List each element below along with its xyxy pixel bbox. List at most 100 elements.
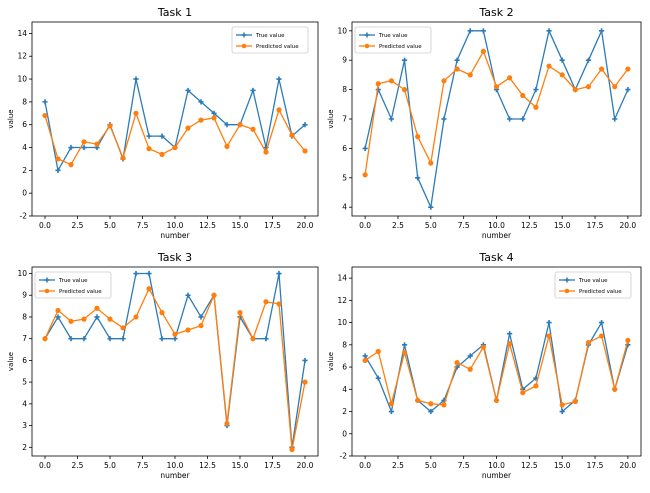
true-value-point [146,270,152,277]
predicted-value-point [585,340,592,346]
legend-swatch-marker [44,277,50,283]
predicted-value-point [507,75,513,81]
predicted-value-point [68,162,74,168]
true-value-point [81,336,87,342]
true-value-point [428,408,434,415]
predicted-value-point [185,327,191,333]
predicted-value-point [625,66,631,72]
chart-svg: Task 3 0.0 2.5 5.0 7.5 10.0 12.5 15.0 17.5 20.0 2 3… [7,251,319,480]
x-tick-label: 0.0 [39,461,51,470]
x-tick-label: 10.0 [167,221,184,230]
predicted-value-point [507,341,513,347]
predicted-value-point [441,78,447,84]
x-tick-label: 0.0 [39,221,51,230]
true-value-point [388,408,395,415]
x-axis-label: number [482,471,512,480]
predicted-value-point [415,134,421,140]
true-value-point [198,314,204,320]
y-tick-label: 8 [22,97,27,106]
true-value-point [159,336,165,342]
true-value-point [559,57,565,63]
predicted-value-point [572,398,578,405]
x-tick-label: 5.0 [425,221,437,230]
y-tick-label: 14 [337,274,347,283]
x-axis-label: number [160,231,190,240]
legend-label: Predicted value [256,44,299,50]
predicted-value-point [237,310,243,316]
true-value-point [302,357,308,364]
true-value-point [250,87,256,94]
true-value-point [559,408,565,415]
x-tick-label: 12.5 [521,221,538,230]
predicted-value-point [94,141,100,147]
y-tick-label: 5 [22,378,27,387]
predicted-value-line [44,287,306,450]
y-tick-label: 3 [22,421,27,430]
predicted-value-point [625,337,631,343]
predicted-value-point [250,126,256,132]
predicted-value-point [146,146,152,152]
true-value-point [585,57,592,63]
predicted-value-point [172,331,178,337]
predicted-value-point [454,66,460,72]
predicted-value-point [120,155,126,161]
true-value-point [68,144,74,151]
true-value-point [362,353,368,359]
predicted-value-point [55,156,61,162]
true-value-point [507,331,513,337]
chart-svg: Task 4 0.0 2.5 5.0 7.5 10.0 12.5 15.0 17.5 20.0 -2… [327,251,642,480]
x-axis-label: number [160,471,190,480]
true-value-point [42,99,48,105]
x-tick-label: 10.0 [167,461,184,470]
true-value-point [598,28,605,34]
predicted-value-point [441,402,447,408]
true-value-point [224,122,230,128]
predicted-value-point [388,401,395,407]
y-tick-label: 6 [342,363,347,372]
y-tick-label: 6 [22,356,27,365]
y-tick-label: 9 [22,291,27,300]
y-tick-label: 10 [337,26,347,35]
predicted-value-point [55,307,61,314]
predicted-value-line [364,49,629,175]
predicted-value-point [585,84,592,90]
y-tick-label: 6 [22,120,27,129]
predicted-value-point [185,125,191,131]
y-tick-label: 0 [342,429,347,438]
predicted-value-point [68,318,74,324]
predicted-value-point [598,333,605,339]
x-tick-label: 7.5 [458,221,470,230]
legend-label: Predicted value [59,289,102,295]
x-tick-label: 12.5 [199,221,216,230]
predicted-value-point [133,110,139,116]
legend-label: True value [255,33,285,39]
predicted-value-point [428,401,434,407]
predicted-value-point [598,66,605,72]
true-value-point [612,116,618,122]
predicted-value-point [133,314,139,320]
x-tick-label: 2.5 [392,461,404,470]
true-value-point [598,319,605,326]
x-tick-label: 15.0 [554,221,571,230]
predicted-value-point [224,143,230,149]
predicted-value-point [467,72,473,78]
true-value-point [533,87,539,93]
predicted-value-point [559,72,565,78]
predicted-value-point [454,360,460,366]
x-tick-label: 7.5 [137,461,149,470]
predicted-value-point [263,149,269,155]
predicted-value-point [276,107,282,113]
legend-swatch-marker [364,32,370,38]
legend-label: True value [378,33,408,39]
true-value-point [546,319,552,326]
x-tick-label: 17.5 [264,221,281,230]
predicted-value-point [572,87,578,93]
x-tick-label: 20.0 [620,461,637,470]
x-tick-label: 15.0 [232,461,249,470]
predicted-value-point [224,420,230,427]
predicted-value-point [159,151,165,157]
y-tick-label: 14 [17,29,27,38]
true-value-point [159,133,165,139]
predicted-value-point [401,350,408,356]
y-tick-label: 0 [22,189,27,198]
